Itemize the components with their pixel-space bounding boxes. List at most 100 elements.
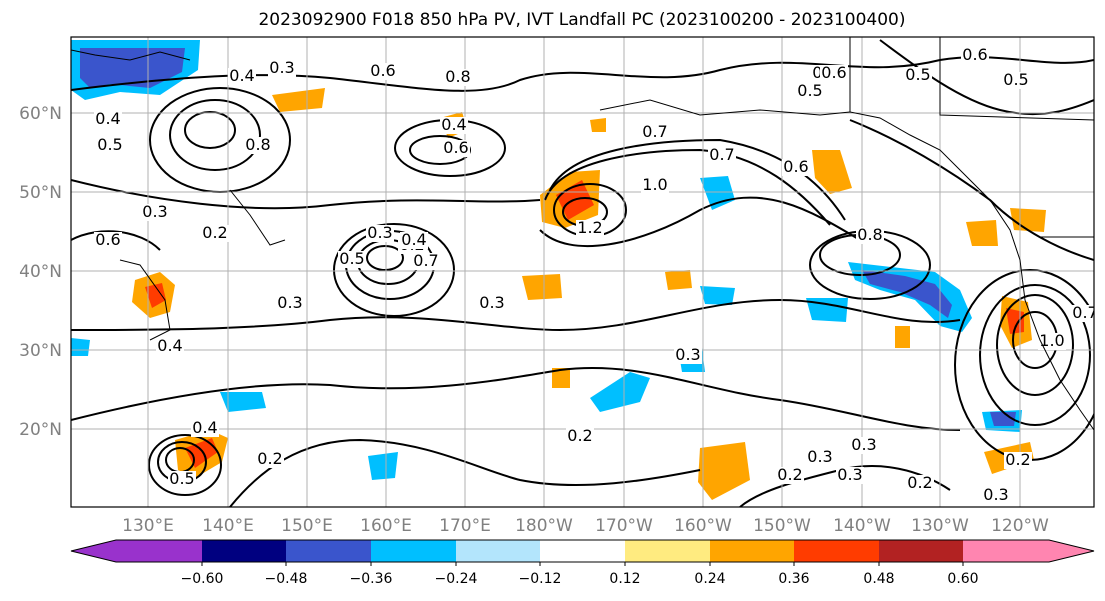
colorbar-tick-label: 0.36 — [778, 571, 809, 587]
contour-label: 1.2 — [577, 218, 602, 237]
shade-positive-gulf-east — [812, 150, 852, 194]
colorbar-tick-label: 0.12 — [609, 571, 640, 587]
colorbar-segment — [202, 540, 286, 562]
shade-positive-mid-2 — [552, 368, 570, 388]
contour-bg-9 — [71, 230, 161, 251]
contour-label-bg — [1038, 333, 1066, 350]
contour-label-bg — [641, 177, 669, 194]
contour-label-bg — [276, 295, 304, 312]
colorbar-tick-label: 0.48 — [863, 571, 894, 587]
contour-label: 0.6 — [370, 61, 395, 80]
colorbar-extend-high — [963, 540, 1094, 562]
coastline-canada-border — [939, 37, 1094, 121]
contour-label: 0.4 — [95, 109, 120, 128]
contour-label: 0.4 — [401, 230, 426, 249]
lon-tick-label: 130°E — [122, 516, 174, 536]
coastline-kurils — [229, 189, 286, 246]
shade-negative-west-edge — [71, 338, 90, 356]
contour-label-bg — [94, 232, 122, 249]
colorbar-tick-label: −0.60 — [181, 571, 224, 587]
contour-gulf-4 — [549, 138, 846, 221]
contour-label-bg — [256, 451, 284, 468]
contour-label-bg — [906, 475, 934, 492]
contour-label-bg — [904, 67, 932, 84]
contour-label: 0.5 — [1003, 70, 1028, 89]
contour-bg-3 — [71, 298, 961, 332]
contour-label-bg — [444, 69, 472, 86]
colorbar-tick-label: −0.36 — [350, 571, 393, 587]
shade-negative-gulf — [700, 176, 735, 210]
contour-nw-1 — [184, 111, 236, 149]
contour-label: 0.6 — [443, 138, 468, 157]
shade-negative-baja-core — [990, 412, 1016, 426]
contour-label: 0.4 — [192, 418, 217, 437]
contour-label: 0.8 — [445, 67, 470, 86]
shade-negative-central — [590, 372, 650, 412]
colorbar-segment — [879, 540, 963, 562]
contour-label: 0.5 — [905, 65, 930, 84]
contour-label: 0.3 — [807, 447, 832, 466]
shade-positive-hawaii — [698, 442, 750, 500]
shade-positive-mid — [522, 274, 562, 300]
lat-tick-label: 30°N — [19, 341, 62, 361]
contour-label: 0.8 — [245, 135, 270, 154]
contour-label-bg — [982, 487, 1010, 504]
colorbar-segment — [710, 540, 794, 562]
contour-label: 0.3 — [269, 58, 294, 77]
lon-tick-label: 170°W — [595, 516, 653, 536]
colorbar-segment — [540, 540, 625, 562]
colorbar-tick-label: −0.24 — [435, 571, 478, 587]
contour-label-bg — [1004, 452, 1032, 469]
lon-tick-label: 150°W — [753, 516, 811, 536]
contour-label-bg — [369, 63, 397, 80]
contour-label-bg — [641, 124, 669, 141]
contour-label-bg — [168, 471, 196, 488]
lon-tick-label: 160°E — [360, 516, 412, 536]
contour-label-bg — [850, 437, 878, 454]
contour-label-bg — [856, 227, 884, 244]
lat-tick-label: 20°N — [19, 420, 62, 440]
lat-tick-label: 60°N — [19, 104, 62, 124]
lat-tick-label: 50°N — [19, 183, 62, 203]
colorbar-outline — [70, 539, 1095, 563]
contour-label: 1.0 — [1039, 331, 1064, 350]
contour-label-bg — [806, 449, 834, 466]
contour-label-bg — [141, 204, 169, 221]
lon-tick-label: 160°W — [674, 516, 732, 536]
lon-tick-label: 120°W — [991, 516, 1049, 536]
contour-label-bg — [566, 428, 594, 445]
contour-bg-4 — [71, 367, 961, 431]
colorbar-tick-label: −0.12 — [519, 571, 562, 587]
longitude-tick-labels: 130°E 140°E 150°E 160°E 170°E 180°W 170°W 160°W… — [122, 516, 1049, 536]
contour-label: 0.5 — [797, 81, 822, 100]
contour-label: 0.3 — [851, 435, 876, 454]
colorbar-segment — [456, 540, 540, 562]
shade-positive-alaska — [590, 118, 606, 132]
lon-tick-label: 180°W — [515, 516, 573, 536]
contour-label: 0.3 — [367, 223, 392, 242]
contour-label: 0.2 — [777, 465, 802, 484]
contour-label-bg — [442, 140, 470, 157]
lat-tick-label: 40°N — [19, 262, 62, 282]
shade-negative-central-3 — [700, 286, 735, 305]
colorbar-segment — [286, 540, 371, 562]
contour-label-bg — [776, 467, 804, 484]
map-panel: 0.3 0.4 0.6 0.8 0.4 0.7 0.8 0.5 0.4 0.6 0.3 0.6 0.2 0… — [70, 36, 1095, 508]
contour-label: 0.6 — [783, 157, 808, 176]
contour-label: 0.7 — [709, 145, 734, 164]
contour-label: 1.0 — [642, 175, 667, 194]
colorbar-tick-label: 0.24 — [694, 571, 725, 587]
contour-label: 0.5 — [339, 249, 364, 268]
contour-label: 0.6 — [821, 63, 846, 82]
colorbar: −0.60 −0.48 −0.36 −0.24 −0.12 0.12 0.24 0.36 0.4… — [70, 539, 1095, 587]
contour-bg-8 — [879, 39, 1094, 116]
lon-tick-label: 150°E — [281, 516, 333, 536]
shade-negative-subtropics — [220, 392, 266, 412]
contour-east-3 — [979, 284, 1091, 426]
shade-positive-wa — [1010, 208, 1046, 232]
colorbar-extend-low — [71, 540, 202, 562]
contour-label-bg — [191, 420, 219, 437]
contour-label: 0.3 — [675, 345, 700, 364]
contour-label: 0.4 — [441, 115, 466, 134]
